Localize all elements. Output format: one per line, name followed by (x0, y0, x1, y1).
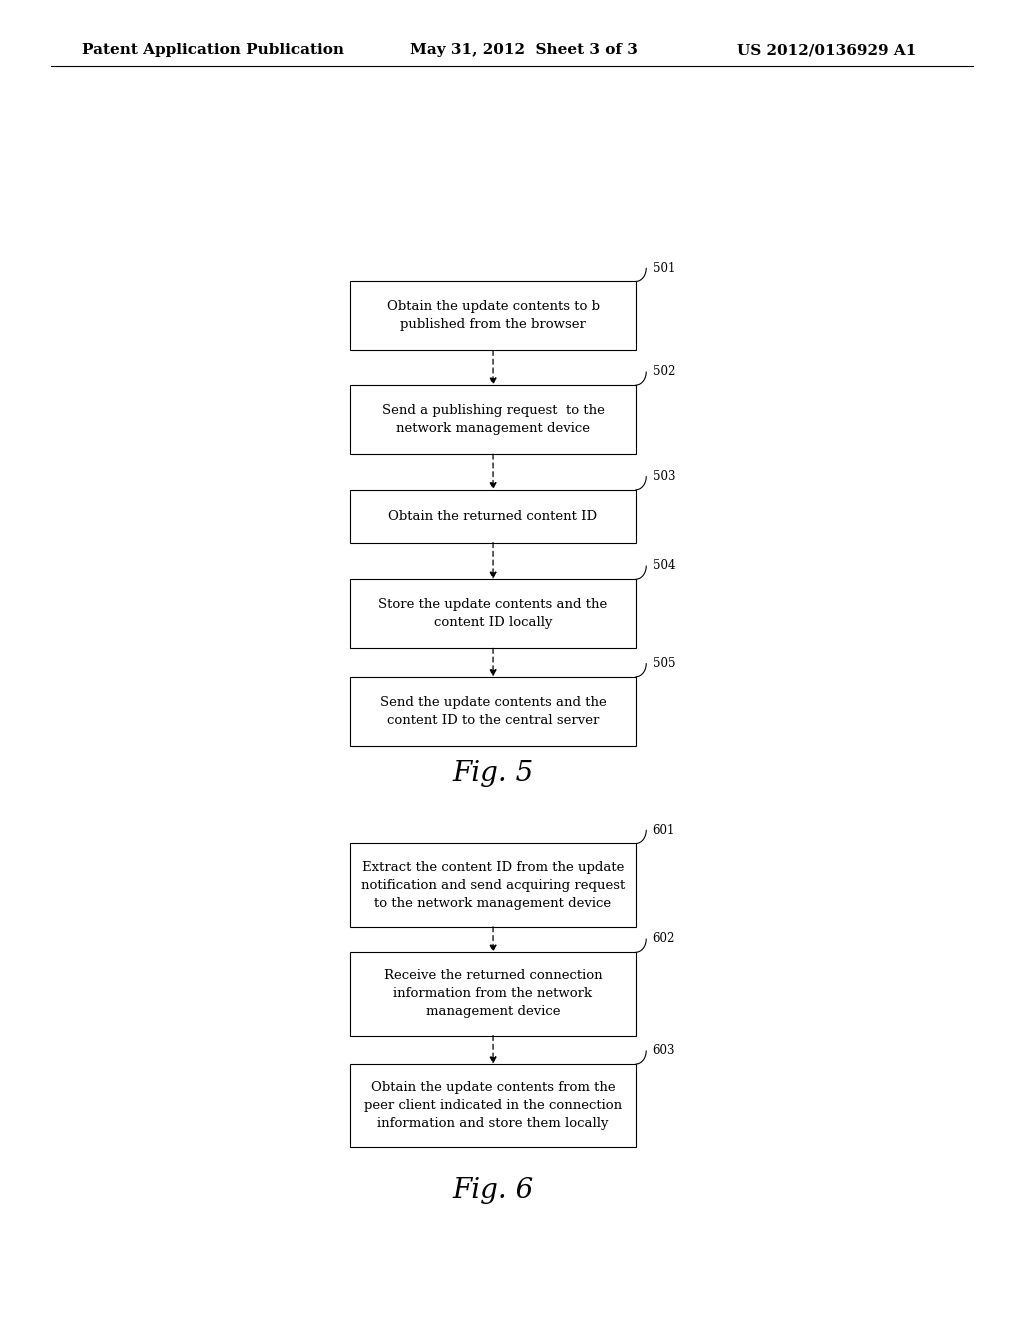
Bar (350, 1064, 636, 1147)
Text: Fig. 5: Fig. 5 (453, 760, 534, 787)
Text: Send a publishing request  to the
network management device: Send a publishing request to the network… (382, 404, 604, 436)
Text: 504: 504 (652, 560, 675, 573)
Text: 502: 502 (652, 366, 675, 379)
Text: Extract the content ID from the update
notification and send acquiring request
t: Extract the content ID from the update n… (360, 861, 626, 909)
Text: US 2012/0136929 A1: US 2012/0136929 A1 (737, 44, 916, 57)
Bar (350, 579, 636, 648)
Text: Obtain the update contents from the
peer client indicated in the connection
info: Obtain the update contents from the peer… (364, 1081, 623, 1130)
Bar (350, 385, 636, 454)
Text: 601: 601 (652, 824, 675, 837)
Text: 505: 505 (652, 657, 675, 671)
Text: 603: 603 (652, 1044, 675, 1057)
Text: Store the update contents and the
content ID locally: Store the update contents and the conten… (379, 598, 607, 630)
Bar (350, 952, 636, 1036)
Text: 602: 602 (652, 932, 675, 945)
Bar (350, 843, 636, 927)
Bar (350, 490, 636, 543)
Text: Fig. 6: Fig. 6 (453, 1176, 534, 1204)
Text: May 31, 2012  Sheet 3 of 3: May 31, 2012 Sheet 3 of 3 (410, 44, 638, 57)
Text: Obtain the returned content ID: Obtain the returned content ID (388, 510, 598, 523)
Text: Obtain the update contents to b
published from the browser: Obtain the update contents to b publishe… (386, 301, 600, 331)
Bar (350, 281, 636, 351)
Text: Patent Application Publication: Patent Application Publication (82, 44, 344, 57)
Text: Send the update contents and the
content ID to the central server: Send the update contents and the content… (380, 696, 606, 727)
Text: 503: 503 (652, 470, 675, 483)
Text: 501: 501 (652, 261, 675, 275)
Text: Receive the returned connection
information from the network
management device: Receive the returned connection informat… (384, 969, 602, 1019)
Bar (350, 677, 636, 746)
